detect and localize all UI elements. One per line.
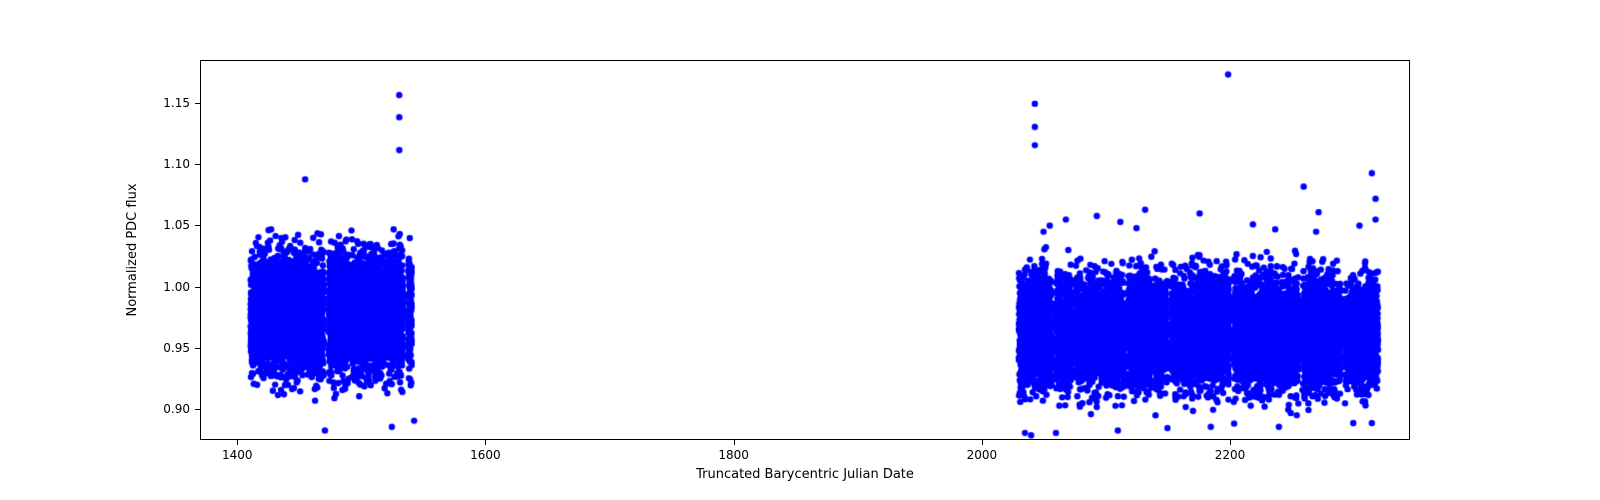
y-tick-label: 1.15 xyxy=(163,96,190,110)
x-tick-label: 1600 xyxy=(470,448,501,462)
x-tick xyxy=(485,440,486,445)
y-tick xyxy=(195,164,200,165)
y-axis-label: Normalized PDC flux xyxy=(125,183,140,316)
x-tick-label: 2200 xyxy=(1215,448,1246,462)
x-tick xyxy=(734,440,735,445)
y-tick-label: 0.90 xyxy=(163,402,190,416)
x-tick xyxy=(237,440,238,445)
x-tick xyxy=(1230,440,1231,445)
x-tick xyxy=(982,440,983,445)
y-tick-label: 1.05 xyxy=(163,218,190,232)
y-tick-label: 1.10 xyxy=(163,157,190,171)
x-tick-label: 1800 xyxy=(718,448,749,462)
y-tick xyxy=(195,225,200,226)
scatter-points xyxy=(201,61,1409,439)
y-tick-label: 0.95 xyxy=(163,341,190,355)
plot-area xyxy=(200,60,1410,440)
figure: Truncated Barycentric Julian Date Normal… xyxy=(0,0,1600,500)
x-tick-label: 1400 xyxy=(222,448,253,462)
y-tick xyxy=(195,287,200,288)
x-tick-label: 2000 xyxy=(967,448,998,462)
y-tick xyxy=(195,348,200,349)
x-axis-label: Truncated Barycentric Julian Date xyxy=(696,467,914,482)
y-tick xyxy=(195,409,200,410)
y-tick xyxy=(195,103,200,104)
y-tick-label: 1.00 xyxy=(163,280,190,294)
